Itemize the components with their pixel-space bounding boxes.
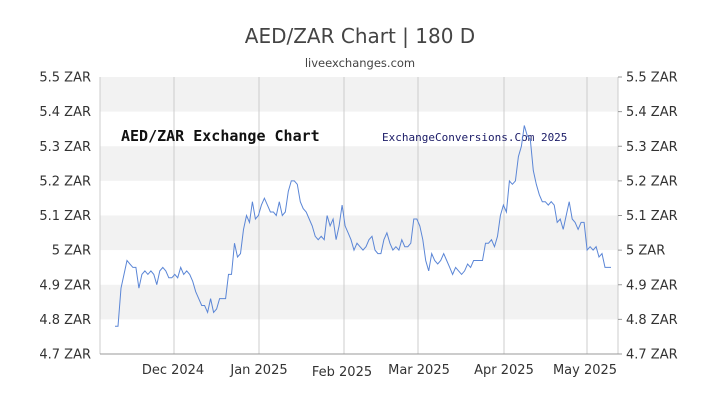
y-tick-label-left: 5.3 ZAR bbox=[39, 140, 91, 155]
chart-title: AED/ZAR Chart | 180 D bbox=[244, 24, 476, 48]
chart-inner-title: AED/ZAR Exchange Chart bbox=[121, 127, 320, 145]
x-tick-label: Apr 2025 bbox=[474, 363, 534, 378]
x-tick-labels: Dec 2024 Jan 2025 Feb 2025 Mar 2025 Apr 2025… bbox=[142, 363, 617, 380]
y-tick-label-right: 4.8 ZAR bbox=[626, 313, 678, 328]
y-tick-label-left: 4.9 ZAR bbox=[39, 278, 91, 293]
vertical-gridlines bbox=[173, 77, 588, 354]
x-tick-label: Dec 2024 bbox=[142, 363, 204, 378]
y-tick-label-right: 5.3 ZAR bbox=[626, 140, 678, 155]
y-tick-label-left: 5 ZAR bbox=[52, 244, 91, 259]
grid-band bbox=[100, 77, 618, 112]
grid-band bbox=[100, 284, 618, 320]
grid-band bbox=[100, 215, 618, 251]
y-tick-label-left: 5.2 ZAR bbox=[39, 174, 91, 189]
x-tick-label: May 2025 bbox=[553, 363, 617, 378]
chart-watermark: ExchangeConversions.Com 2025 bbox=[382, 131, 567, 144]
y-tick-labels: 4.7 ZAR 4.7 ZAR 4.8 ZAR 4.8 ZAR 4.9 ZAR 4.9 Z… bbox=[39, 71, 677, 363]
y-tick-label-right: 5 ZAR bbox=[626, 244, 665, 259]
y-tick-label-left: 4.7 ZAR bbox=[39, 348, 91, 363]
y-tick-label-right: 5.1 ZAR bbox=[626, 209, 678, 224]
series-line bbox=[115, 125, 611, 327]
y-tick-label-left: 5.4 ZAR bbox=[39, 105, 91, 120]
y-tick-label-right: 4.9 ZAR bbox=[626, 278, 678, 293]
x-tick-label: Mar 2025 bbox=[388, 363, 450, 378]
y-tick-label-left: 5.5 ZAR bbox=[39, 71, 91, 86]
y-tick-label-right: 4.7 ZAR bbox=[626, 348, 678, 363]
y-tick-label-left: 4.8 ZAR bbox=[39, 313, 91, 328]
y-tick-label-right: 5.5 ZAR bbox=[626, 71, 678, 86]
grid-bands bbox=[100, 77, 618, 320]
chart-subtitle: liveexchanges.com bbox=[304, 56, 416, 70]
y-tick-label-right: 5.4 ZAR bbox=[626, 105, 678, 120]
grid-band bbox=[100, 146, 618, 181]
x-tick-label: Jan 2025 bbox=[229, 363, 287, 378]
y-tick-label-left: 5.1 ZAR bbox=[39, 209, 91, 224]
y-tick-label-right: 5.2 ZAR bbox=[626, 174, 678, 189]
x-tick-label: Feb 2025 bbox=[312, 365, 372, 380]
